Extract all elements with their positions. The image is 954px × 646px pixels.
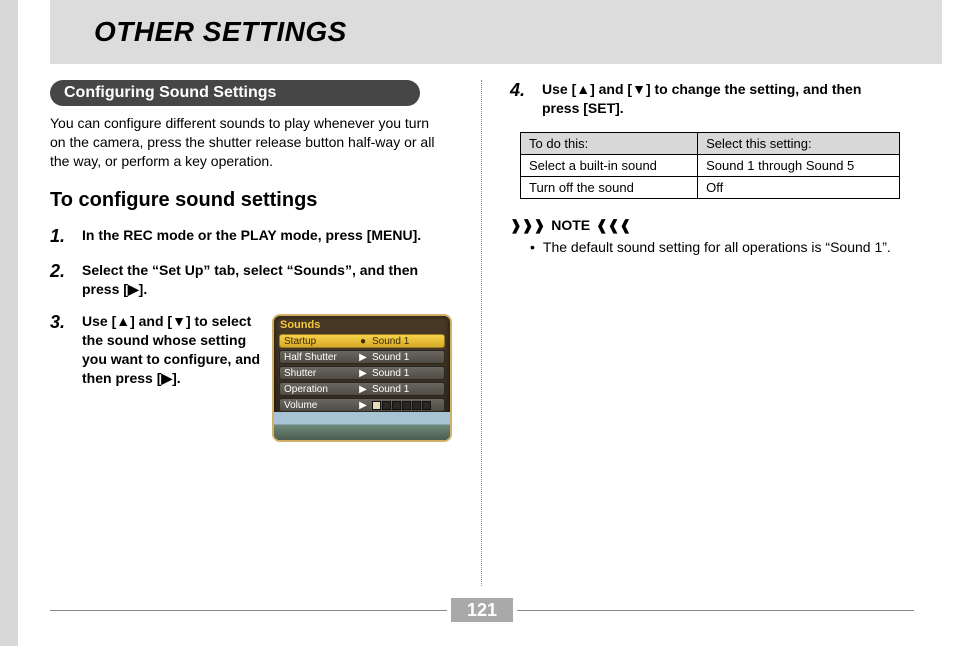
lcd-row-marker: ▶: [358, 384, 368, 395]
lcd-row-label: Startup: [284, 336, 354, 347]
lcd-row-operation: Operation ▶ Sound 1: [279, 382, 445, 396]
volume-segment: [372, 401, 381, 410]
right-column: 4. Use [▲] and [▼] to change the setting…: [482, 80, 914, 586]
left-column: Configuring Sound Settings You can confi…: [50, 80, 482, 586]
manual-page: OTHER SETTINGS Configuring Sound Setting…: [0, 0, 954, 646]
lcd-row-value: Sound 1: [372, 368, 440, 379]
page-title: OTHER SETTINGS: [94, 16, 347, 48]
table-cell-action: Select a built-in sound: [521, 154, 698, 176]
table-row: Select a built-in sound Sound 1 through …: [521, 154, 900, 176]
page-footer: 121: [50, 598, 914, 622]
lcd-row-label: Operation: [284, 384, 354, 395]
lcd-row-label: Shutter: [284, 368, 354, 379]
footer-rule-left: [50, 610, 447, 611]
step-text: Use [▲] and [▼] to change the setting, a…: [542, 80, 902, 118]
table-header-setting: Select this setting:: [698, 132, 900, 154]
lcd-row-value: Sound 1: [372, 336, 440, 347]
step-text: In the REC mode or the PLAY mode, press …: [82, 226, 421, 245]
step-4: 4. Use [▲] and [▼] to change the setting…: [510, 80, 914, 118]
lcd-row-value: Sound 1: [372, 384, 440, 395]
step-number: 2.: [50, 261, 72, 282]
table-cell-action: Turn off the sound: [521, 176, 698, 198]
step-3-body: Use [▲] and [▼] to select the sound whos…: [82, 312, 452, 442]
table-header-row: To do this: Select this setting:: [521, 132, 900, 154]
step-number: 3.: [50, 312, 72, 333]
step-text: Select the “Set Up” tab, select “Sounds”…: [82, 261, 442, 299]
intro-paragraph: You can configure different sounds to pl…: [50, 114, 440, 171]
step-text: Use [▲] and [▼] to select the sound whos…: [82, 312, 262, 388]
note-bullet: • The default sound setting for all oper…: [510, 238, 914, 257]
note-deco-left-icon: ❱❱❱: [510, 217, 545, 234]
table-cell-setting: Sound 1 through Sound 5: [698, 154, 900, 176]
volume-segment: [422, 401, 431, 410]
sound-settings-table: To do this: Select this setting: Select …: [520, 132, 900, 199]
note-deco-right-icon: ❱❱❱: [596, 217, 631, 234]
lcd-row-value: Sound 1: [372, 352, 440, 363]
note-text: The default sound setting for all operat…: [543, 238, 891, 257]
volume-segment: [412, 401, 421, 410]
lcd-row-shutter: Shutter ▶ Sound 1: [279, 366, 445, 380]
note-label: NOTE: [551, 217, 590, 233]
table-header-action: To do this:: [521, 132, 698, 154]
footer-rule-right: [517, 610, 914, 611]
lcd-row-volume: Volume ▶: [279, 398, 445, 412]
lcd-row-marker: ▶: [358, 400, 368, 411]
step-number: 1.: [50, 226, 72, 247]
note-heading: ❱❱❱ NOTE ❱❱❱: [510, 217, 914, 234]
lcd-preview: Sounds Startup ● Sound 1 Half Shutter: [272, 314, 452, 442]
lcd-rows: Startup ● Sound 1 Half Shutter ▶ Sound 1: [274, 334, 450, 412]
lcd-row-label: Volume: [284, 400, 354, 411]
lcd-row-startup: Startup ● Sound 1: [279, 334, 445, 348]
content-columns: Configuring Sound Settings You can confi…: [50, 80, 914, 586]
lcd-row-marker: ▶: [358, 368, 368, 379]
lcd-background-photo: [274, 412, 450, 440]
step-1: 1. In the REC mode or the PLAY mode, pre…: [50, 226, 463, 247]
lcd-row-marker: ▶: [358, 352, 368, 363]
step-2: 2. Select the “Set Up” tab, select “Soun…: [50, 261, 463, 299]
step-3: 3. Use [▲] and [▼] to select the sound w…: [50, 312, 463, 442]
lcd-row-marker: ●: [358, 336, 368, 347]
lcd-volume-bar: [372, 401, 440, 410]
lcd-menu-title: Sounds: [274, 316, 450, 334]
bullet-dot: •: [530, 238, 535, 257]
section-heading-pill: Configuring Sound Settings: [50, 80, 420, 106]
header-band: OTHER SETTINGS: [50, 0, 942, 64]
volume-segment: [402, 401, 411, 410]
scan-left-edge: [0, 0, 18, 646]
steps-list: 1. In the REC mode or the PLAY mode, pre…: [50, 226, 463, 443]
volume-segment: [382, 401, 391, 410]
procedure-subhead: To configure sound settings: [50, 189, 463, 212]
lcd-row-half-shutter: Half Shutter ▶ Sound 1: [279, 350, 445, 364]
page-number: 121: [451, 598, 513, 622]
volume-segment: [392, 401, 401, 410]
lcd-row-label: Half Shutter: [284, 352, 354, 363]
table-row: Turn off the sound Off: [521, 176, 900, 198]
step-number: 4.: [510, 80, 532, 101]
table-cell-setting: Off: [698, 176, 900, 198]
camera-lcd-screenshot: Sounds Startup ● Sound 1 Half Shutter: [272, 314, 452, 442]
